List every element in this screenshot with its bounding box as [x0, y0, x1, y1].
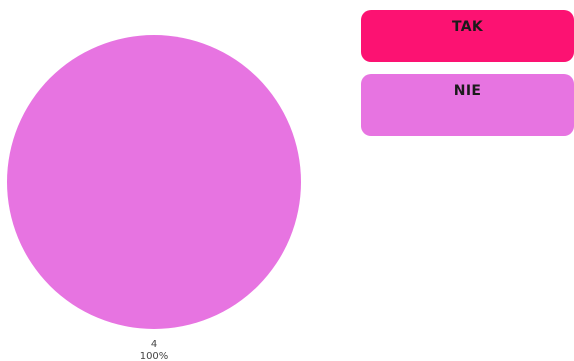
legend-label-nie: NIE — [453, 83, 482, 99]
pie-slice-nie[interactable] — [7, 35, 301, 329]
pie-slices — [7, 35, 301, 329]
legend-label-tak: TAK — [451, 19, 484, 35]
data-label-percent-nie: 100% — [140, 351, 169, 361]
data-label-value-nie: 4 — [151, 339, 157, 350]
legend-item-nie[interactable]: NIE — [361, 74, 574, 136]
legend-item-tak[interactable]: TAK — [361, 10, 574, 62]
